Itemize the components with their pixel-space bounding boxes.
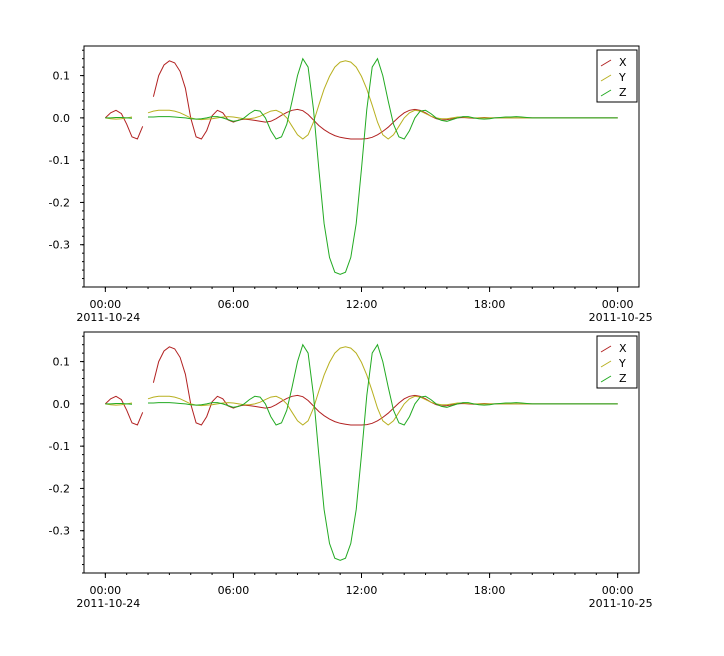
series-line-z [105, 343, 618, 561]
x-tick-label: 00:00 [602, 298, 634, 311]
legend-box [596, 49, 638, 103]
y-tick-label: -0.2 [49, 482, 70, 495]
x-tick-label: 06:00 [218, 298, 250, 311]
x-tick-label: 00:00 [89, 298, 121, 311]
y-tick-label: -0.1 [49, 154, 70, 167]
legend-label-y: Y [618, 357, 626, 370]
x-tick-label: 00:00 [602, 584, 634, 597]
legend-swatch-x [600, 59, 612, 67]
series-line-x [104, 60, 618, 140]
legend: XYZ [596, 49, 638, 103]
legend-swatch-z [600, 375, 612, 383]
legend-label-y: Y [618, 71, 626, 84]
y-tick-label: -0.2 [49, 196, 70, 209]
legend-swatch-y [600, 360, 612, 368]
y-tick-label: 0.0 [53, 112, 71, 125]
x-tick-label: 18:00 [474, 298, 506, 311]
x-tick-date-label: 2011-10-24 [76, 597, 140, 610]
y-tick-label: 0.0 [53, 398, 71, 411]
series-line-y [105, 60, 618, 140]
series-line-y [105, 346, 618, 426]
legend-box [596, 335, 638, 389]
legend-swatch-y [600, 74, 612, 82]
y-tick-label: -0.1 [49, 440, 70, 453]
x-tick-label: 00:00 [89, 584, 121, 597]
y-tick-label: -0.3 [49, 239, 70, 252]
legend-label-z: Z [619, 372, 627, 385]
x-tick-label: 12:00 [346, 584, 378, 597]
x-tick-date-label: 2011-10-25 [589, 597, 653, 610]
x-tick-label: 18:00 [474, 584, 506, 597]
series-line-z [105, 57, 618, 275]
x-tick-label: 06:00 [218, 584, 250, 597]
legend-swatch-z [600, 89, 612, 97]
legend: XYZ [596, 335, 638, 389]
legend-swatch-x [600, 345, 612, 353]
x-tick-label: 12:00 [346, 298, 378, 311]
y-tick-label: 0.1 [53, 356, 71, 369]
x-tick-date-label: 2011-10-24 [76, 311, 140, 324]
series-line-x [104, 346, 618, 426]
y-tick-label: -0.3 [49, 525, 70, 538]
legend-label-x: X [619, 342, 627, 355]
x-tick-date-label: 2011-10-25 [589, 311, 653, 324]
legend-label-x: X [619, 56, 627, 69]
legend-label-z: Z [619, 86, 627, 99]
y-tick-label: 0.1 [53, 70, 71, 83]
